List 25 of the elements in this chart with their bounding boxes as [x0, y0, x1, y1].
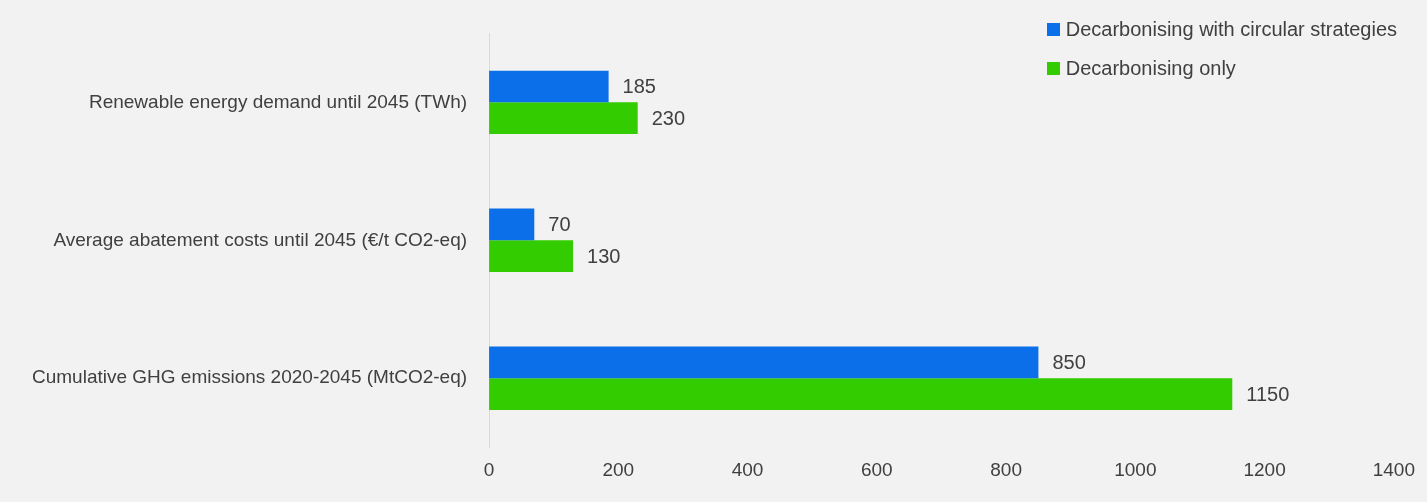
y-tick-label: Cumulative GHG emissions 2020-2045 (MtCO2-eq)	[31, 366, 468, 388]
x-tick-label: 600	[860, 458, 893, 480]
bar	[489, 102, 638, 135]
data-label: 70	[548, 212, 571, 235]
y-tick-label: Average abatement costs until 2045 (€/t CO2-eq)	[53, 228, 468, 250]
data-label: 185	[622, 75, 656, 98]
bar	[489, 346, 1039, 379]
x-tick-label: 400	[731, 458, 764, 480]
x-tick-label: 800	[990, 458, 1022, 480]
y-tick-label: Renewable energy demand until 2045 (TWh)	[88, 90, 468, 112]
x-tick-label: 0	[483, 458, 495, 480]
data-label: 230	[651, 106, 686, 129]
x-tick-label: 200	[602, 458, 635, 480]
legend-label: Decarbonising with circular strategies	[1065, 18, 1397, 41]
data-label: 130	[587, 244, 621, 267]
legend-label: Decarbonising only	[1065, 57, 1236, 80]
bar	[489, 70, 609, 103]
bar	[489, 240, 574, 273]
bar	[489, 378, 1233, 410]
data-label: 850	[1052, 350, 1086, 373]
x-tick-label: 1400	[1372, 458, 1416, 480]
data-label: 1150	[1246, 382, 1290, 405]
x-tick-label: 1000	[1114, 458, 1157, 480]
x-tick-label: 1200	[1243, 458, 1286, 480]
bar	[489, 208, 535, 241]
